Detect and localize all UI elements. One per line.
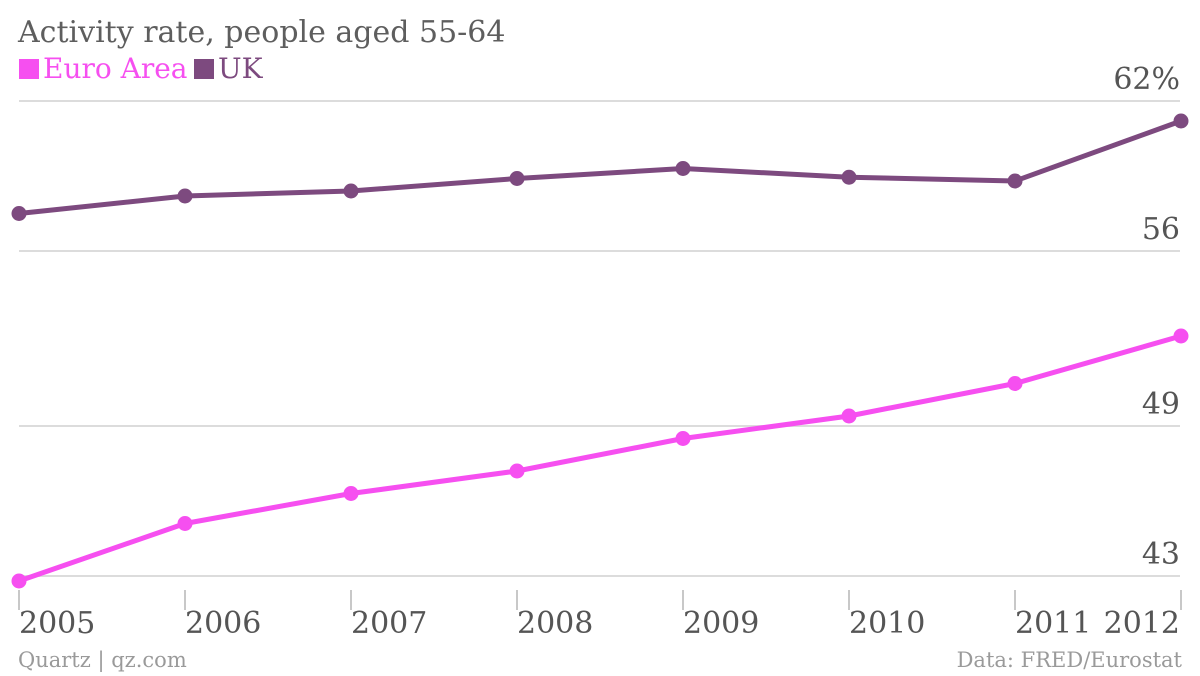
x-tick-label: 2008	[517, 606, 593, 641]
legend-swatch-euro-area	[19, 59, 39, 79]
data-point-uk	[675, 161, 691, 176]
legend-swatch-uk	[194, 59, 214, 79]
y-axis-ticks: 62% 56 49 43	[1113, 62, 1180, 572]
legend-label-euro-area: Euro Area	[43, 52, 187, 85]
data-point-uk	[841, 169, 857, 185]
data-point-uk	[11, 206, 27, 221]
x-tick-label: 2006	[185, 606, 261, 641]
x-tick-label: 2005	[19, 606, 95, 641]
data-point-uk	[1007, 173, 1023, 189]
x-tick-label: 2011	[1015, 606, 1091, 641]
series-line-euro-area	[18, 333, 1182, 584]
legend-label-uk: UK	[218, 52, 264, 85]
gridlines	[19, 100, 1180, 577]
y-tick-label: 43	[1142, 537, 1180, 572]
series-group	[11, 113, 1189, 589]
x-tick-label: 2007	[351, 606, 427, 641]
x-tick-label: 2010	[849, 606, 925, 641]
data-point-euro-area	[343, 486, 359, 501]
series-line-uk	[18, 118, 1182, 216]
data-point-uk	[343, 183, 359, 199]
x-tick-label: 2012	[1104, 606, 1180, 641]
x-tick-label: 2009	[683, 606, 759, 641]
data-point-euro-area	[1173, 328, 1189, 344]
data-point-euro-area	[509, 463, 525, 479]
data-point-euro-area	[841, 408, 857, 424]
data-point-euro-area	[11, 573, 27, 589]
y-tick-label: 49	[1142, 387, 1180, 422]
source-right: Data: FRED/Eurostat	[957, 648, 1183, 672]
y-tick-label: 62%	[1113, 62, 1180, 97]
legend: Euro Area UK	[19, 52, 264, 85]
data-point-euro-area	[1007, 376, 1023, 391]
data-point-uk	[1173, 113, 1189, 129]
data-point-euro-area	[675, 431, 691, 446]
data-point-euro-area	[177, 516, 193, 531]
data-point-uk	[509, 171, 525, 186]
data-point-uk	[177, 188, 193, 204]
source-left: Quartz | qz.com	[18, 648, 187, 673]
x-axis-ticks: 2005 2006 2007 2008 2009 2010 2011 2012	[18, 590, 1182, 641]
chart-title: Activity rate, people aged 55-64	[17, 15, 506, 50]
y-tick-label: 56	[1142, 212, 1180, 247]
